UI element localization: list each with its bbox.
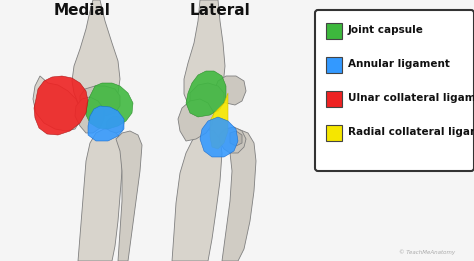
Polygon shape — [200, 117, 238, 157]
Polygon shape — [78, 129, 122, 261]
Polygon shape — [210, 93, 228, 149]
Text: Lateral: Lateral — [190, 3, 250, 18]
Text: Ulnar collateral ligament: Ulnar collateral ligament — [348, 93, 474, 103]
Polygon shape — [34, 76, 88, 135]
Text: Medial: Medial — [54, 3, 110, 18]
Text: Joint capsule: Joint capsule — [348, 25, 424, 35]
FancyBboxPatch shape — [315, 10, 474, 171]
Polygon shape — [214, 76, 246, 105]
Text: © TeachMeAnatomy: © TeachMeAnatomy — [399, 249, 455, 255]
Polygon shape — [230, 131, 242, 146]
Polygon shape — [72, 0, 120, 111]
FancyBboxPatch shape — [326, 125, 342, 141]
FancyBboxPatch shape — [326, 57, 342, 73]
Polygon shape — [184, 0, 225, 111]
Polygon shape — [116, 131, 142, 261]
Polygon shape — [86, 83, 133, 129]
Text: Radial collateral ligament: Radial collateral ligament — [348, 127, 474, 137]
FancyBboxPatch shape — [326, 91, 342, 107]
Polygon shape — [33, 76, 80, 131]
Polygon shape — [172, 129, 222, 261]
Text: Annular ligament: Annular ligament — [348, 59, 450, 69]
Polygon shape — [80, 86, 120, 116]
Polygon shape — [178, 99, 214, 141]
FancyBboxPatch shape — [326, 23, 342, 39]
Polygon shape — [220, 129, 256, 261]
Polygon shape — [106, 116, 124, 133]
Polygon shape — [75, 97, 104, 133]
Polygon shape — [88, 106, 124, 141]
Polygon shape — [190, 83, 224, 113]
Polygon shape — [219, 127, 246, 153]
Polygon shape — [186, 71, 226, 117]
